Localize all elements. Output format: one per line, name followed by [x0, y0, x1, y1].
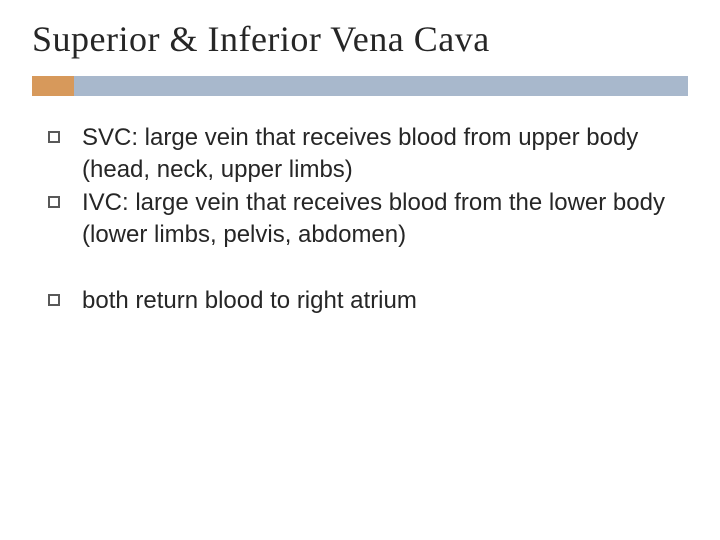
page-title: Superior & Inferior Vena Cava: [32, 18, 688, 60]
bullet-text: both return blood to right atrium: [82, 285, 688, 317]
list-item: both return blood to right atrium: [42, 285, 688, 317]
bullet-text: SVC: large vein that receives blood from…: [82, 122, 688, 185]
content-area: SVC: large vein that receives blood from…: [32, 122, 688, 316]
bullet-icon: [48, 131, 60, 143]
list-item: IVC: large vein that receives blood from…: [42, 187, 688, 250]
accent-block: [32, 76, 74, 96]
bullet-group: both return blood to right atrium: [42, 285, 688, 317]
title-divider: [32, 76, 688, 96]
bullet-icon: [48, 294, 60, 306]
bullet-text: IVC: large vein that receives blood from…: [82, 187, 688, 250]
list-item: SVC: large vein that receives blood from…: [42, 122, 688, 185]
slide: Superior & Inferior Vena Cava SVC: large…: [0, 0, 720, 540]
bullet-group: SVC: large vein that receives blood from…: [42, 122, 688, 251]
bullet-icon: [48, 196, 60, 208]
rule-block: [74, 76, 688, 96]
